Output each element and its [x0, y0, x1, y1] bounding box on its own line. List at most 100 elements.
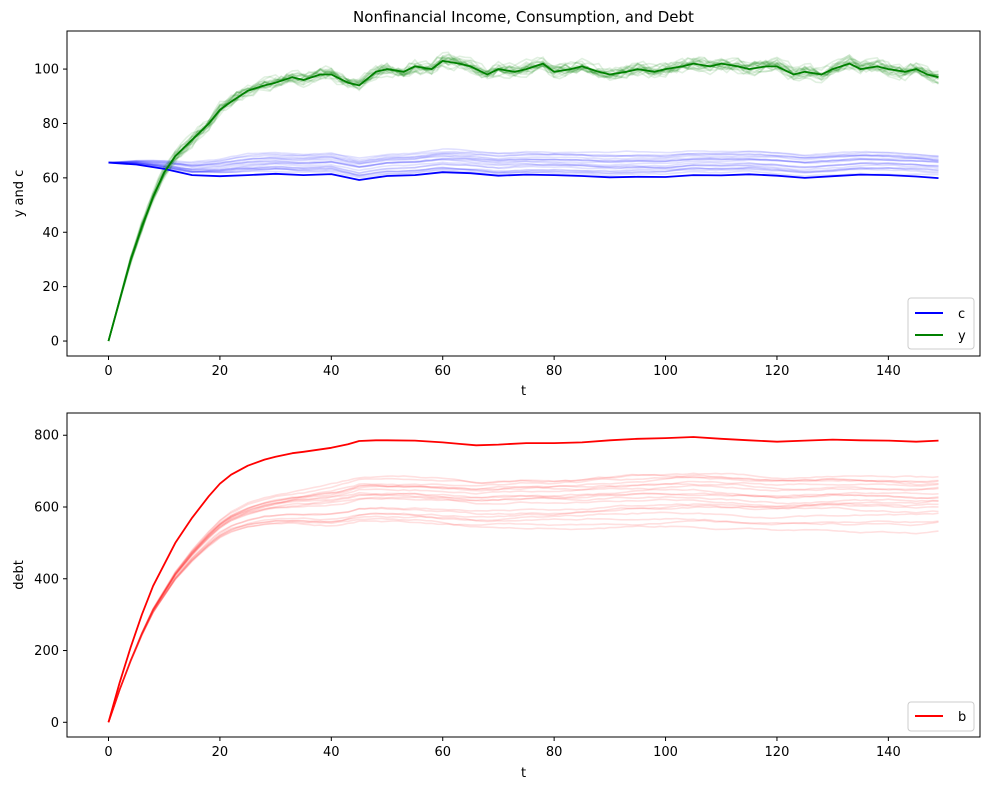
- simulation-path-c: [108, 158, 939, 171]
- data-series: [107, 60, 939, 342]
- y-tick-label: 60: [42, 171, 59, 186]
- simulation-path-c: [108, 158, 939, 170]
- x-tick-label: 140: [876, 364, 901, 379]
- x-tick-label: 140: [876, 745, 901, 760]
- simulation-path-b: [107, 472, 939, 723]
- simulation-path-y: [107, 56, 939, 342]
- simulation-path-b: [107, 491, 939, 723]
- simulation-path-b: [107, 480, 939, 723]
- simulation-path-b: [107, 519, 939, 723]
- simulation-path-c: [108, 161, 939, 177]
- simulation-path-b: [107, 515, 939, 723]
- simulation-path-b: [107, 495, 939, 723]
- simulation-path-y: [107, 58, 939, 342]
- simulation-path-c: [108, 152, 939, 166]
- plot-area-frame: [66, 30, 981, 357]
- y-tick-label: 100: [34, 63, 59, 78]
- legend-label-y: y: [958, 329, 966, 344]
- simulation-path-c: [108, 161, 939, 174]
- legend: c y: [907, 297, 975, 350]
- top-panel: Nonfinancial Income, Consumption, and De…: [12, 8, 981, 399]
- simulation-path-b: [107, 517, 939, 723]
- simulation-path-c: [108, 157, 939, 171]
- series-line-b: [107, 436, 939, 723]
- legend-box: [907, 297, 975, 350]
- simulation-path-c: [108, 154, 939, 168]
- y-tick-label: 200: [34, 644, 59, 659]
- simulation-path-y: [107, 56, 939, 342]
- simulation-path-y: [107, 53, 939, 342]
- simulation-path-b: [107, 476, 939, 723]
- simulation-path-c: [108, 161, 939, 179]
- x-tick-label: 100: [653, 364, 678, 379]
- simulation-path-c: [108, 161, 939, 175]
- y-tick-label: 400: [34, 572, 59, 587]
- simulation-path-y: [107, 63, 939, 342]
- y-tick-label: 0: [51, 716, 59, 731]
- simulation-path-c: [108, 150, 939, 166]
- x-tick-label: 20: [212, 364, 229, 379]
- simulation-path-b: [107, 484, 939, 723]
- x-tick-label: 100: [653, 745, 678, 760]
- simulation-path-c: [108, 150, 939, 164]
- y-axis-label: y and c: [12, 170, 27, 218]
- y-tick-label: 800: [34, 429, 59, 444]
- y-tick-label: 20: [42, 280, 59, 295]
- simulation-path-b: [107, 482, 939, 723]
- x-tick-label: 0: [104, 745, 112, 760]
- x-tick-label: 80: [546, 364, 563, 379]
- x-tick-label: 60: [434, 364, 451, 379]
- simulation-path-c: [108, 148, 939, 164]
- simulation-path-y: [107, 51, 939, 342]
- y-tick-label: 0: [51, 335, 59, 350]
- x-tick-label: 80: [546, 745, 563, 760]
- data-series: [107, 436, 939, 723]
- simulation-path-y: [107, 58, 939, 342]
- legend-label-b: b: [958, 710, 966, 725]
- faint-simulation-lines: [107, 472, 939, 723]
- series-line-y: [107, 60, 939, 342]
- simulation-path-b: [107, 488, 939, 723]
- tick-marks: 0 20 40 60 80 100 120 140 0 200 400 600 800: [34, 429, 901, 760]
- x-tick-label: 20: [212, 745, 229, 760]
- tick-marks: 0 20 40 60 80 100 120 140 0 20 40 60 80 100: [34, 63, 901, 379]
- x-tick-label: 40: [323, 364, 340, 379]
- y-tick-label: 40: [42, 226, 59, 241]
- simulation-path-y: [107, 56, 939, 342]
- legend: b: [907, 701, 975, 732]
- legend-label-c: c: [958, 307, 965, 322]
- simulation-path-c: [108, 161, 939, 178]
- chart-title: Nonfinancial Income, Consumption, and De…: [353, 8, 694, 26]
- simulation-path-y: [107, 57, 940, 342]
- y-tick-label: 80: [42, 117, 59, 132]
- plot-area-frame: [66, 412, 981, 738]
- simulation-path-y: [107, 55, 939, 342]
- simulation-path-b: [107, 505, 939, 723]
- simulation-path-b: [107, 475, 939, 723]
- simulation-path-y: [107, 53, 939, 342]
- bottom-panel: 0 20 40 60 80 100 120 140 0 200 400 600 800 t debt b: [12, 412, 981, 781]
- simulation-path-c: [108, 161, 939, 177]
- simulation-path-c: [108, 161, 939, 176]
- simulation-path-c: [108, 154, 939, 167]
- simulation-path-b: [107, 503, 939, 723]
- simulation-path-y: [107, 55, 939, 342]
- series-line-c: [108, 161, 939, 181]
- simulation-path-c: [108, 157, 939, 169]
- faint-simulation-lines: [107, 51, 940, 342]
- x-tick-label: 40: [323, 745, 340, 760]
- simulation-path-c: [108, 161, 939, 173]
- simulation-path-b: [107, 502, 939, 723]
- simulation-path-b: [107, 511, 939, 723]
- simulation-path-b: [107, 491, 939, 723]
- x-tick-label: 120: [765, 364, 790, 379]
- simulation-path-b: [107, 473, 939, 723]
- simulation-path-b: [107, 497, 939, 723]
- x-tick-label: 120: [765, 745, 790, 760]
- simulation-path-c: [108, 153, 939, 167]
- x-tick-label: 60: [434, 745, 451, 760]
- x-tick-label: 0: [104, 364, 112, 379]
- x-axis-label: t: [521, 766, 526, 781]
- x-axis-label: t: [521, 384, 526, 399]
